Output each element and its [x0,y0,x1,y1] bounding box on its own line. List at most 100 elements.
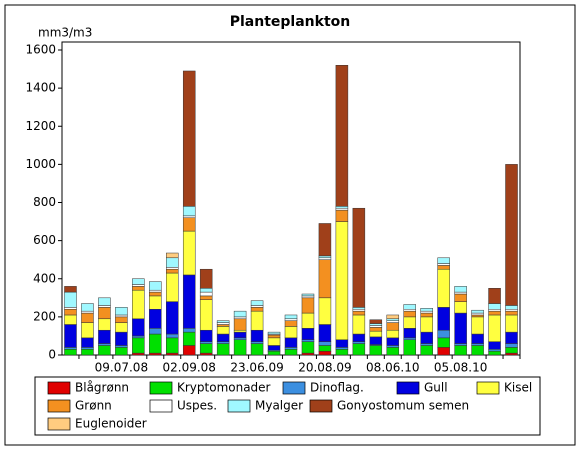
bar-segment [115,347,128,356]
bar-segment [352,341,366,344]
bar-segment [335,339,349,348]
bar-segment [505,314,518,333]
bar-segment [132,289,145,320]
bar-segment [369,336,383,345]
bar-segment [386,320,400,323]
bar-segment [437,268,450,308]
bar-segment [182,230,196,276]
y-axis-label: mm3/m3 [38,26,92,40]
bar-segment [420,331,433,344]
bar-segment [115,345,128,348]
bar-segment [182,328,196,333]
bar-segment [98,343,111,346]
bar-segment [488,341,501,350]
bar-segment [335,209,349,222]
bar-segment [488,350,501,356]
bar-segment [267,331,281,335]
bar-segment [318,350,332,356]
bar-segment [505,331,518,344]
bar-segment [301,352,315,356]
bar-segment [318,341,332,346]
bar-segment [182,274,196,329]
legend-swatch [227,399,251,413]
bar-segment [64,347,77,350]
legend-label: Myalger [255,399,303,413]
bar-segment [403,310,416,318]
bar-segment [81,349,94,356]
bar-segment [81,322,94,339]
legend-swatch [309,399,333,413]
bar-segment [301,339,315,342]
bar-segment [233,339,247,356]
bar-segment [81,347,94,350]
bar-segment [471,343,484,346]
bar-segment [437,307,450,331]
bar-segment [233,318,247,331]
bar-segment [454,301,467,314]
bar-segment [149,333,162,354]
bar-segment [166,257,179,268]
bar-segment [182,345,196,356]
x-tick-label: 20.08.09 [298,361,351,375]
bar-segment [471,309,484,314]
bar-segment [199,343,213,354]
y-tick-label: 800 [33,195,56,209]
bar-segment [437,329,450,339]
bar-segment [132,318,145,337]
bar-segment [199,352,213,356]
bar-segment [166,333,179,339]
bar-segment [352,333,366,342]
bar-segment [318,297,332,325]
y-tick-label: 1600 [25,43,56,57]
bar-segment [505,310,518,316]
bar-segment [454,345,467,356]
bar-segment [284,318,298,321]
bar-segment [284,349,298,356]
bar-segment [81,337,94,348]
bar-segment [64,286,77,293]
bar-segment [216,324,230,327]
bar-segment [199,288,213,293]
bar-segment [369,327,383,332]
bar-segment [98,329,111,344]
bar-segment [386,337,400,346]
bar-segment [166,352,179,356]
bar-segment [199,329,213,342]
bar-segment [471,333,484,344]
bar-segment [132,335,145,339]
legend-label: Euglenoider [75,417,147,431]
legend-swatch [149,399,173,413]
legend-swatch [282,381,306,395]
bar-segment [149,328,162,335]
bar-segment [149,281,162,291]
bar-segment [199,268,213,289]
legend-label: Kryptomonader [177,381,271,395]
bar-segment [420,343,433,346]
bar-segment [216,326,230,335]
bar-segment [437,347,450,356]
bar-segment [267,350,281,356]
bar-segment [352,343,366,356]
bar-segment [98,307,111,320]
bar-segment [98,297,111,306]
bar-segment [420,312,433,318]
x-tick-label: 09.07.08 [95,361,148,375]
bar-segment [216,343,230,356]
bar-segment [301,312,315,329]
y-tick-label: 400 [33,271,56,285]
bar-segment [149,295,162,310]
bar-segment [505,343,518,348]
bar-segment [505,352,518,356]
bar-segment [166,272,179,302]
bar-segment [250,300,264,306]
bar-segment [369,345,383,356]
bar-segment [403,316,416,329]
legend-swatch [149,381,173,395]
legend-label: Gull [424,381,448,395]
bar-segment [403,339,416,356]
bar-segment [471,345,484,356]
bar-segment [132,278,145,285]
legend-label: Blågrønn [75,381,129,395]
bar-segment [115,314,128,318]
